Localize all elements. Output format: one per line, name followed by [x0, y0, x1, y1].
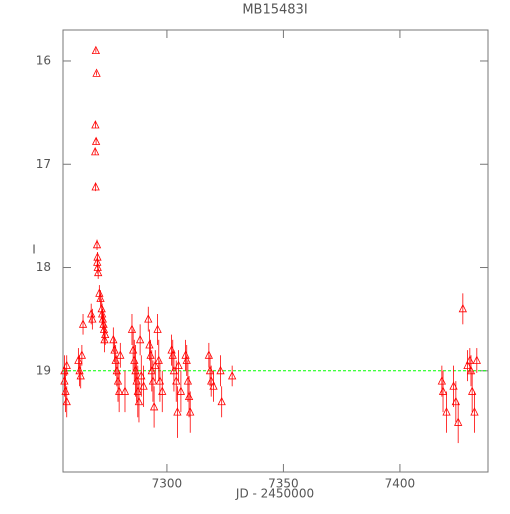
data-point: [158, 386, 167, 395]
data-point: [133, 386, 142, 395]
x-axis-label: JD - 2450000: [235, 487, 314, 501]
data-point: [184, 391, 194, 401]
data-point: [470, 407, 479, 416]
data-point: [76, 371, 85, 380]
data-point: [151, 360, 160, 370]
data-point: [182, 355, 191, 364]
data-point: [207, 376, 216, 385]
data-point: [137, 371, 146, 380]
data-point: [93, 262, 102, 271]
plot-frame: [62, 29, 489, 473]
data-point: [132, 376, 141, 385]
data-point: [169, 365, 179, 375]
data-point: [183, 376, 193, 385]
data-point: [204, 350, 214, 359]
data-point: [62, 396, 71, 406]
data-point: [466, 365, 476, 375]
y-tick-label: 18: [36, 260, 51, 274]
data-point: [472, 355, 481, 364]
data-point: [451, 396, 460, 406]
data-point: [465, 355, 474, 364]
data-point: [101, 329, 110, 339]
data-point: [109, 334, 118, 344]
data-point: [148, 376, 158, 385]
data-point: [228, 371, 237, 380]
data-point: [458, 303, 467, 313]
data-point: [205, 365, 215, 375]
y-tick-label: 17: [36, 157, 51, 171]
data-point: [449, 381, 458, 390]
data-point: [94, 267, 103, 277]
data-point: [146, 350, 155, 359]
data-point: [96, 293, 105, 302]
data-point: [91, 146, 100, 156]
data-point: [144, 314, 153, 323]
data-point: [442, 407, 451, 416]
data-point: [62, 360, 71, 370]
data-point: [116, 350, 125, 359]
data-point: [91, 136, 101, 145]
data-point: [173, 407, 182, 416]
data-point: [78, 319, 88, 328]
data-point: [61, 386, 70, 395]
x-tick-label: 7350: [268, 477, 299, 491]
data-point: [438, 386, 448, 395]
data-point: [91, 120, 100, 129]
data-point: [115, 386, 124, 395]
y-tick-label: 16: [36, 53, 51, 67]
x-tick-label: 7400: [385, 477, 416, 491]
data-point: [437, 376, 447, 385]
data-point: [128, 345, 138, 354]
data-point: [93, 257, 102, 266]
data-point: [468, 386, 477, 395]
data-point: [110, 345, 119, 354]
data-point: [145, 340, 154, 349]
data-point: [216, 365, 225, 375]
data-point: [154, 355, 163, 364]
data-point: [176, 386, 186, 395]
y-tick-label: 19: [36, 363, 51, 377]
y-axis-label: I: [32, 243, 36, 257]
data-point: [463, 360, 472, 370]
data-point: [120, 386, 130, 395]
data-point: [209, 381, 218, 390]
data-point: [147, 365, 156, 375]
data-point: [97, 303, 106, 313]
data-point: [454, 417, 463, 426]
data-point: [155, 376, 165, 385]
data-point: [88, 314, 97, 323]
data-point: [111, 355, 120, 364]
data-point: [100, 334, 109, 344]
data-point: [127, 324, 137, 333]
data-point: [92, 239, 102, 249]
data-point: [139, 381, 148, 390]
data-point: [135, 334, 145, 344]
data-point: [60, 376, 69, 385]
data-point: [149, 402, 159, 411]
data-point: [172, 376, 181, 385]
data-point: [134, 396, 144, 406]
data-point: [130, 355, 139, 364]
data-point: [91, 182, 100, 191]
data-point: [99, 319, 108, 328]
data-point: [217, 396, 226, 406]
data-point: [112, 365, 121, 375]
data-point: [92, 68, 101, 77]
data-point: [74, 355, 83, 364]
data-point: [131, 365, 140, 375]
data-point: [113, 376, 123, 385]
data-point: [153, 324, 162, 333]
data-point: [77, 350, 87, 359]
data-point: [186, 407, 195, 416]
data-point: [91, 45, 101, 55]
data-point: [168, 350, 177, 359]
data-point: [174, 360, 183, 370]
chart-title: MB15483I: [242, 3, 307, 18]
x-tick-label: 7300: [152, 477, 183, 491]
